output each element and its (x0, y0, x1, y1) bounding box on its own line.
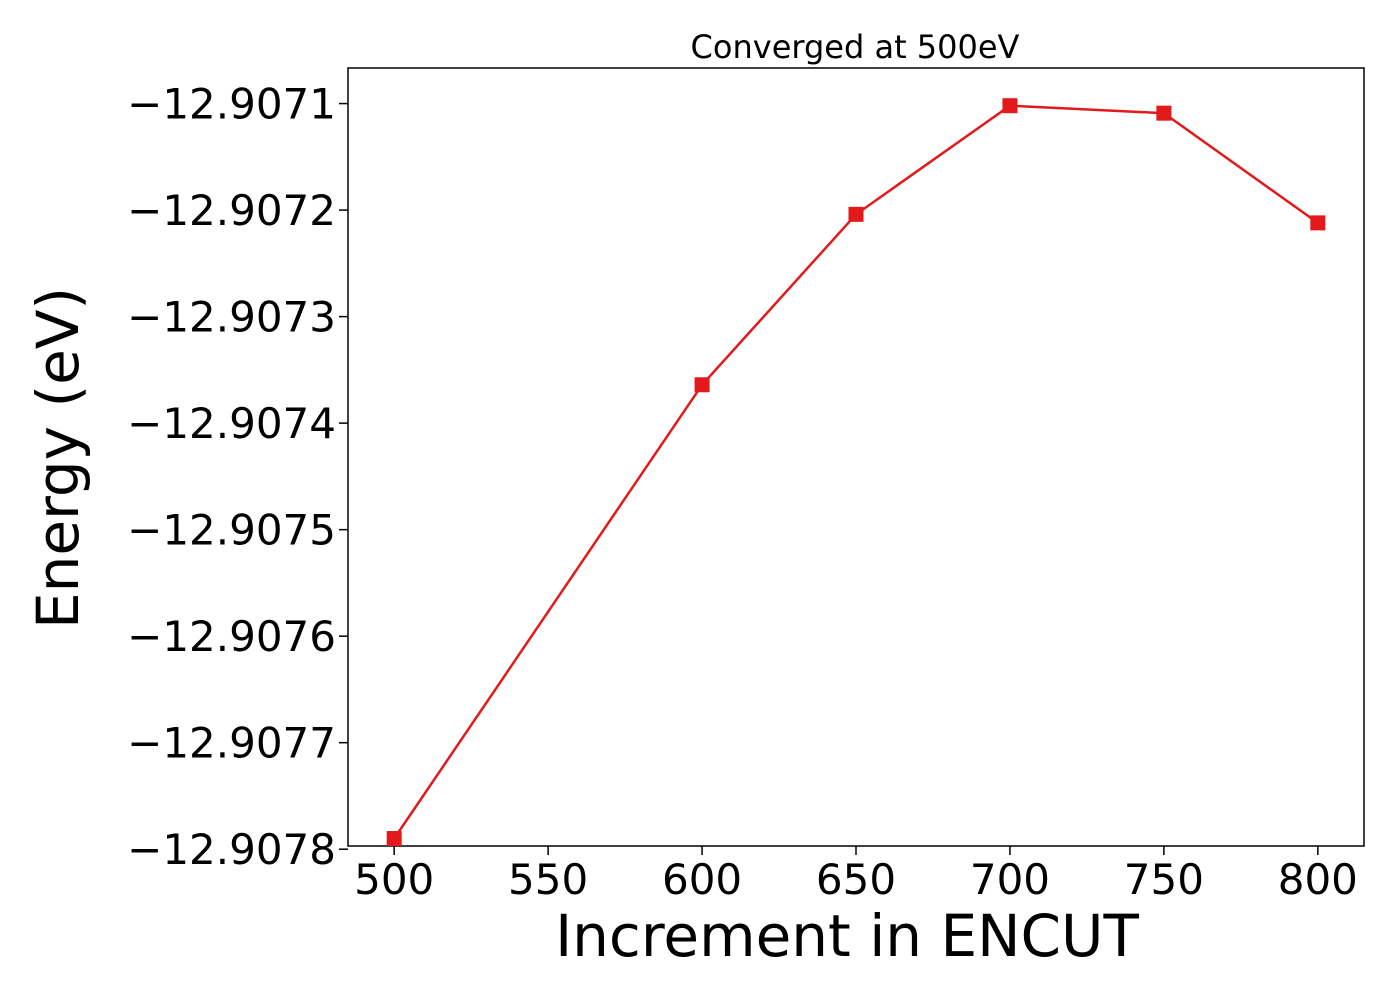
x-tick-label: 550 (508, 855, 588, 904)
y-tick-label: −12.9076 (127, 612, 336, 661)
y-tick-label: −12.9071 (127, 80, 336, 129)
x-axis-title: Increment in ENCUT (555, 902, 1139, 970)
series-line (393, 104, 1319, 840)
data-point-marker (1002, 98, 1018, 114)
plot-area-frame (347, 67, 1365, 847)
y-tick-label: −12.9072 (127, 186, 336, 235)
y-tick-label: −12.9077 (127, 719, 336, 768)
x-tick-label: 750 (1124, 855, 1204, 904)
y-tick-label: −12.9074 (127, 399, 336, 448)
data-point-marker (1310, 215, 1326, 231)
x-tick-label: 600 (662, 855, 742, 904)
x-tick-label: 650 (816, 855, 896, 904)
x-tick-label: 800 (1278, 855, 1358, 904)
data-point-marker (1156, 105, 1172, 121)
x-tick-label: 700 (970, 855, 1050, 904)
series-layer (386, 98, 1326, 847)
y-tick-label: −12.9075 (127, 506, 336, 555)
y-tick-label: −12.9073 (127, 293, 336, 342)
y-tick-label: −12.9078 (127, 825, 336, 874)
y-axis-ticks: −12.9078 −12.9077 −12.9076 −12.9075 −12.9074… (127, 80, 348, 874)
y-axis-title: Energy (eV) (24, 287, 92, 629)
x-tick-label: 500 (354, 855, 434, 904)
data-point-marker (694, 377, 710, 393)
data-point-marker (386, 831, 402, 847)
data-point-marker (848, 206, 864, 222)
chart-title: Converged at 500eV (691, 28, 1020, 66)
x-axis-ticks: 500 550 600 650 700 750 800 (354, 846, 1358, 904)
